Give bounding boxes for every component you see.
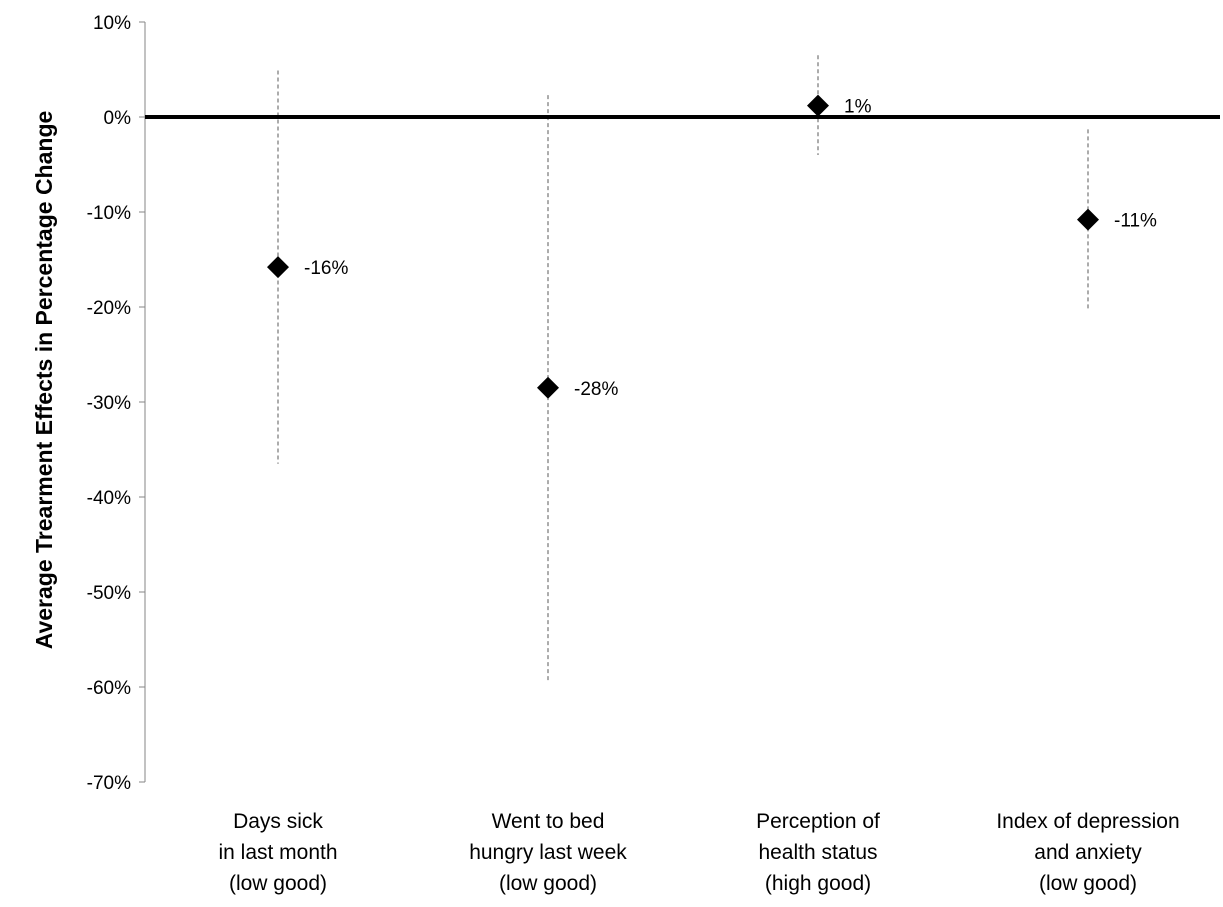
y-axis-title: Average Trearment Effects in Percentage … [31, 111, 57, 650]
x-category-label-line: Went to bed [492, 810, 605, 833]
y-tick-label: 10% [93, 13, 131, 34]
x-category-label-line: (low good) [229, 872, 327, 895]
data-labels: -16% -28% 1% -11% [304, 97, 1157, 400]
data-label: -28% [574, 379, 618, 400]
data-point-marker [807, 94, 829, 117]
y-tick-label: -50% [87, 583, 131, 604]
category-labels: Days sick in last month (low good) Went to … [218, 810, 1179, 895]
data-label: -16% [304, 258, 348, 279]
y-axis-title-group: Average Trearment Effects in Percentage … [31, 111, 57, 650]
y-tick-label: -60% [87, 678, 131, 699]
x-category-label-line: (high good) [765, 872, 871, 895]
y-tick-label: -30% [87, 393, 131, 414]
y-tick-label: 0% [104, 108, 132, 129]
x-category-label-line: health status [758, 841, 877, 864]
y-tick-label: -70% [87, 773, 131, 794]
data-label: 1% [844, 97, 872, 118]
data-point-marker [267, 256, 289, 279]
x-category-label-line: and anxiety [1034, 841, 1142, 864]
y-tick-label: -40% [87, 488, 131, 509]
y-tick-label: -10% [87, 203, 131, 224]
x-category-label-line: Index of depression [996, 810, 1179, 833]
x-category-label-line: in last month [218, 841, 337, 864]
x-category-label-line: Perception of [756, 810, 880, 833]
markers [267, 94, 1099, 399]
x-category-label-line: hungry last week [469, 841, 627, 864]
x-category-label-line: Days sick [233, 810, 323, 833]
data-label: -11% [1114, 211, 1157, 232]
x-category-label-line: (low good) [1039, 872, 1137, 895]
x-category-label-line: (low good) [499, 872, 597, 895]
y-axis-ticks: 10% 0% -10% -20% -30% -40% -50% -60% -70% [87, 13, 145, 794]
data-point-marker [1077, 208, 1099, 231]
error-bars [277, 55, 1089, 681]
data-point-marker [537, 376, 559, 399]
y-tick-label: -20% [87, 298, 131, 319]
